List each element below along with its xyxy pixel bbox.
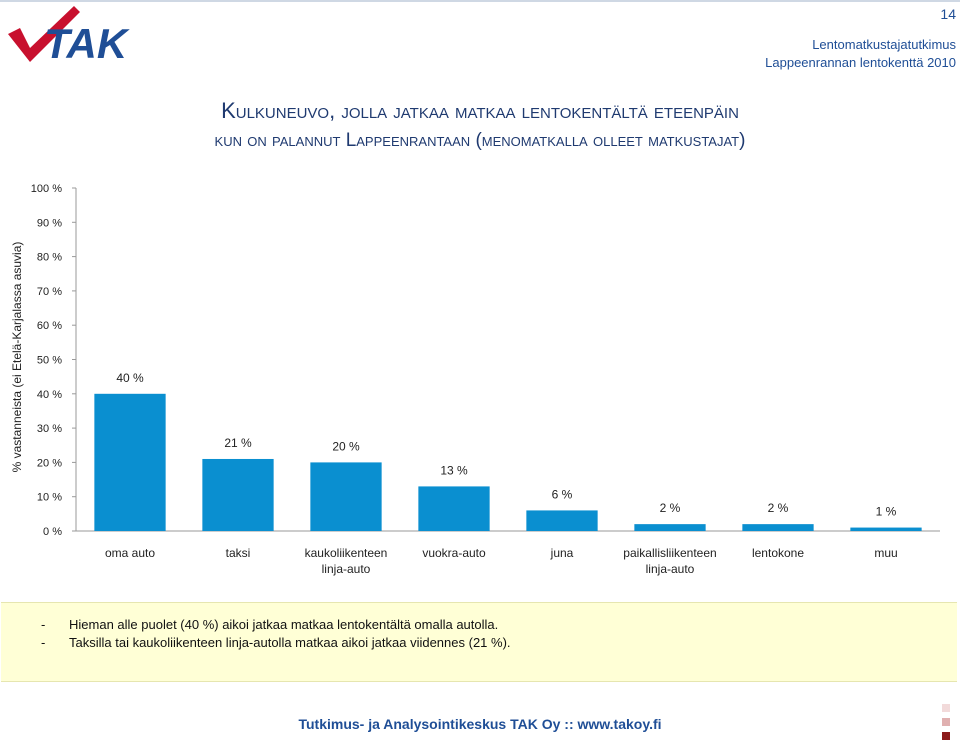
note-dash: -: [41, 635, 46, 650]
y-tick-label: 10 %: [37, 492, 62, 504]
y-axis-ticks: 0 % 10 % 20 % 30 % 40 % 50 % 60 % 70 % 80 % 90 % 1…: [31, 183, 76, 538]
title-line-1: Kulkuneuvo, jolla jatkaa matkaa lentoken…: [221, 98, 739, 123]
bar: [310, 462, 382, 531]
bar-value-label: 2 %: [768, 501, 789, 515]
x-category-label: muu: [874, 546, 897, 560]
y-tick-label: 0 %: [43, 526, 62, 538]
top-rule: [0, 0, 960, 2]
x-category-label: vuokra-auto: [422, 546, 486, 560]
note-dash: -: [41, 617, 46, 632]
y-tick-label: 70 %: [37, 286, 62, 298]
y-tick-label: 50 %: [37, 355, 62, 367]
y-tick-label: 100 %: [31, 183, 62, 195]
x-category-label: lentokone: [752, 546, 804, 560]
title-line-2: kun on palannut Lappeenrantaan (menomatk…: [214, 130, 746, 151]
x-category-label-line: taksi: [226, 546, 251, 560]
bar-value-label: 21 %: [224, 436, 252, 450]
category-labels: oma auto taksi kaukoliikenteen linja-auto vu…: [105, 546, 898, 576]
bar-value-label: 6 %: [552, 487, 573, 501]
x-category-label-line: kaukoliikenteen: [305, 546, 388, 560]
bar: [634, 524, 706, 531]
chart-title: Kulkuneuvo, jolla jatkaa matkaa lentoken…: [60, 96, 900, 156]
x-category-label-line: linja-auto: [322, 562, 371, 576]
footer-squares-icon: [942, 704, 950, 740]
x-category-label-line: muu: [874, 546, 897, 560]
note-text: Hieman alle puolet (40 %) aikoi jatkaa m…: [69, 617, 499, 632]
bar: [418, 486, 490, 531]
y-tick-label: 30 %: [37, 423, 62, 435]
x-category-label: oma auto: [105, 546, 155, 560]
y-tick-label: 60 %: [37, 320, 62, 332]
data-labels: 40 % 21 % 20 % 13 % 6 % 2 % 2 % 1 %: [116, 371, 896, 519]
x-category-label-line: oma auto: [105, 546, 155, 560]
x-category-label: paikallisliikenteen linja-auto: [623, 546, 716, 576]
y-tick-label: 80 %: [37, 252, 62, 264]
report-subtitle: Lappeenrannan lentokenttä 2010: [765, 55, 956, 70]
note-2: - Taksilla tai kaukoliikenteen linja-auto…: [41, 635, 511, 650]
bar: [742, 524, 814, 531]
x-category-label: taksi: [226, 546, 251, 560]
footer: Tutkimus- ja Analysointikeskus TAK Oy ::…: [298, 716, 662, 732]
bar: [94, 393, 166, 531]
y-tick-label: 20 %: [37, 457, 62, 469]
y-tick-label: 40 %: [37, 389, 62, 401]
bar-value-label: 2 %: [660, 501, 681, 515]
tak-logo: TAK: [4, 4, 144, 64]
x-category-label: kaukoliikenteen linja-auto: [305, 546, 388, 576]
bar-value-label: 1 %: [876, 505, 897, 519]
y-tick-label: 90 %: [37, 217, 62, 229]
bar: [526, 510, 598, 531]
bars: [94, 393, 922, 531]
note-text: Taksilla tai kaukoliikenteen linja-autol…: [69, 635, 511, 650]
x-category-label-line: vuokra-auto: [422, 546, 486, 560]
page-number: 14: [940, 6, 956, 22]
bar-value-label: 20 %: [332, 439, 360, 453]
bar-chart: 0 % 10 % 20 % 30 % 40 % 50 % 60 % 70 % 80 % 90 % 1…: [31, 183, 940, 576]
note-1: - Hieman alle puolet (40 %) aikoi jatkaa …: [41, 617, 498, 632]
x-category-label-line: linja-auto: [646, 562, 695, 576]
logo-text: TAK: [44, 20, 130, 64]
x-category-label-line: lentokone: [752, 546, 804, 560]
x-category-label-line: juna: [550, 546, 574, 560]
notes-box: - Hieman alle puolet (40 %) aikoi jatkaa …: [1, 602, 957, 682]
bar-value-label: 13 %: [440, 463, 468, 477]
checkmark-icon: [8, 6, 80, 62]
report-name: Lentomatkustajatutkimus: [812, 37, 956, 52]
report-header: Lentomatkustajatutkimus Lappeenrannan le…: [765, 36, 956, 72]
x-category-label-line: paikallisliikenteen: [623, 546, 716, 560]
x-category-label: juna: [550, 546, 574, 560]
bar-value-label: 40 %: [116, 371, 144, 385]
bar: [202, 458, 274, 531]
bar: [850, 527, 922, 531]
